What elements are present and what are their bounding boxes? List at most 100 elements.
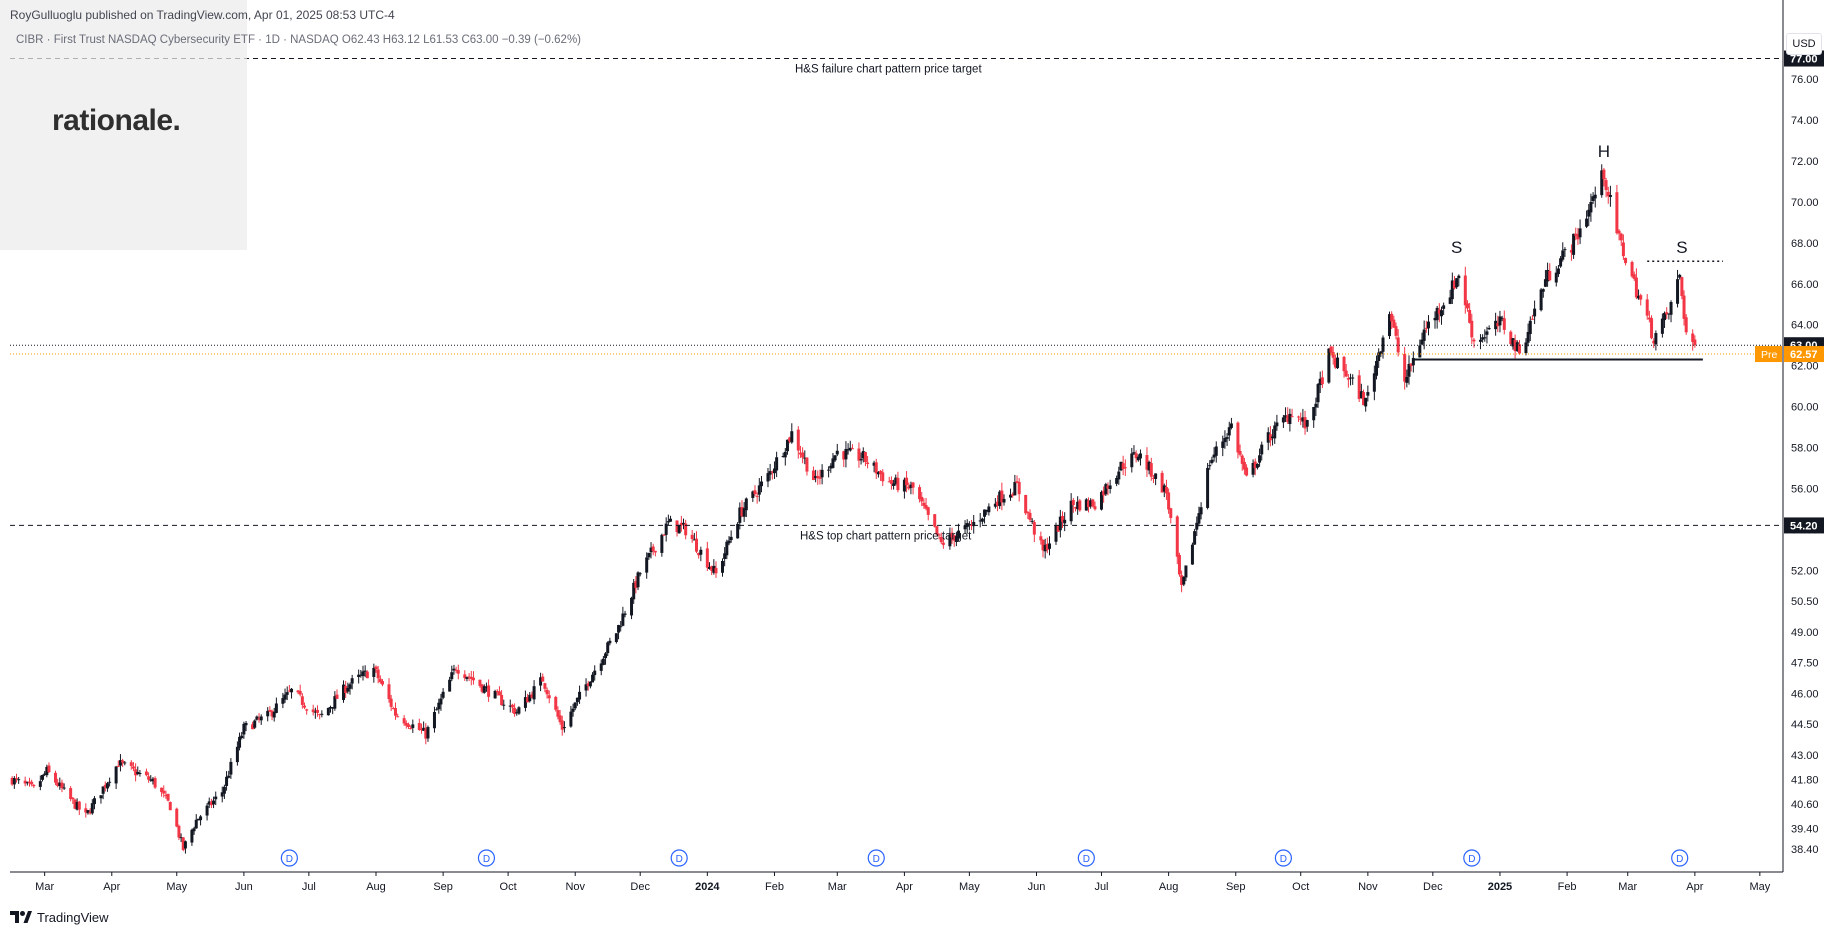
candle (781, 452, 785, 458)
candle (679, 515, 683, 532)
candle (1236, 421, 1240, 459)
candle-body (666, 521, 670, 523)
candle (344, 680, 348, 699)
candle (1275, 414, 1279, 431)
candle-body (1470, 320, 1474, 338)
candle-body (755, 495, 759, 497)
candle-body (1268, 434, 1272, 441)
candle (970, 519, 974, 531)
candle-body (740, 507, 744, 517)
candle-body (380, 681, 384, 685)
dividend-icon: D (1468, 854, 1475, 865)
candle-body (1543, 279, 1547, 287)
candle-body (1197, 513, 1201, 524)
candle (1394, 322, 1398, 340)
candle-body (1329, 346, 1333, 353)
dividend-icon: D (1280, 854, 1287, 865)
candle (1145, 447, 1149, 478)
candle (456, 664, 460, 680)
candle-body (162, 790, 166, 794)
candle (1617, 229, 1621, 241)
candle (560, 715, 564, 736)
candle (1559, 255, 1563, 268)
candle (60, 779, 64, 793)
candle (259, 714, 263, 725)
candle-body (331, 707, 335, 709)
candle-body (1676, 279, 1680, 304)
candle (831, 452, 835, 469)
candle (406, 722, 410, 729)
candle-body (480, 684, 484, 692)
candle-body (1327, 348, 1331, 383)
candle-body (1238, 450, 1242, 455)
candle (1028, 509, 1032, 523)
candle (591, 672, 595, 683)
candle (1450, 272, 1454, 304)
candle-body (149, 779, 153, 781)
dividend-icon: D (286, 854, 293, 865)
candle (1600, 164, 1604, 198)
candle-body (1214, 446, 1218, 456)
candle (833, 455, 837, 462)
candle-body (437, 702, 441, 710)
candle (495, 689, 499, 696)
candle-body (1362, 392, 1366, 406)
candle (1314, 397, 1318, 416)
candle-body (1199, 507, 1203, 515)
candle (500, 690, 504, 706)
candle-body (948, 534, 952, 547)
candle (1208, 460, 1212, 470)
candle (1316, 383, 1320, 408)
candle-body (1426, 321, 1430, 329)
candle-body (372, 667, 376, 677)
candle-body (361, 671, 365, 677)
currency-button[interactable]: USD (1786, 33, 1822, 55)
candle (846, 443, 850, 455)
candle-body (192, 828, 196, 832)
candle (463, 670, 467, 681)
candle-body (933, 514, 937, 527)
tradingview-brand[interactable]: TradingView (10, 908, 109, 926)
candle (1463, 266, 1467, 314)
candle (439, 693, 443, 711)
candle (1591, 192, 1595, 204)
price-tick-label: 60.00 (1791, 402, 1819, 414)
candle (1364, 397, 1368, 412)
candle-body (539, 677, 543, 686)
candle (471, 671, 475, 685)
candle (12, 776, 16, 789)
candle-body (1439, 310, 1443, 317)
candle (1561, 242, 1565, 262)
candle-body (1463, 275, 1467, 306)
candle-body (1554, 272, 1558, 283)
candle-body (1563, 249, 1567, 251)
candle (1223, 430, 1227, 449)
candle-body (493, 690, 497, 699)
candle (996, 495, 1000, 512)
candle-body (45, 766, 49, 776)
candle-body (1392, 319, 1396, 328)
candle (634, 576, 638, 594)
price-tick-label: 38.40 (1791, 844, 1819, 856)
dividend-marker: D (477, 849, 496, 867)
candle-body (1206, 467, 1210, 508)
candle (1684, 314, 1688, 335)
candle-body (281, 698, 285, 704)
candle (1288, 408, 1292, 432)
candle-body (497, 691, 501, 696)
candle (1123, 459, 1127, 476)
candle-body (725, 541, 729, 556)
price-target-label: H&S failure chart pattern price target (795, 64, 982, 76)
candle-body (751, 491, 755, 498)
candle-body (469, 676, 473, 679)
candle-body (1405, 376, 1409, 383)
candle-body (1260, 444, 1264, 455)
candle-body (71, 797, 75, 800)
candle-body (889, 480, 893, 484)
candle-body (744, 498, 748, 511)
candle (918, 484, 922, 503)
time-tick-label: Mar (35, 881, 54, 893)
candle (1498, 310, 1502, 333)
candle (1130, 447, 1134, 473)
